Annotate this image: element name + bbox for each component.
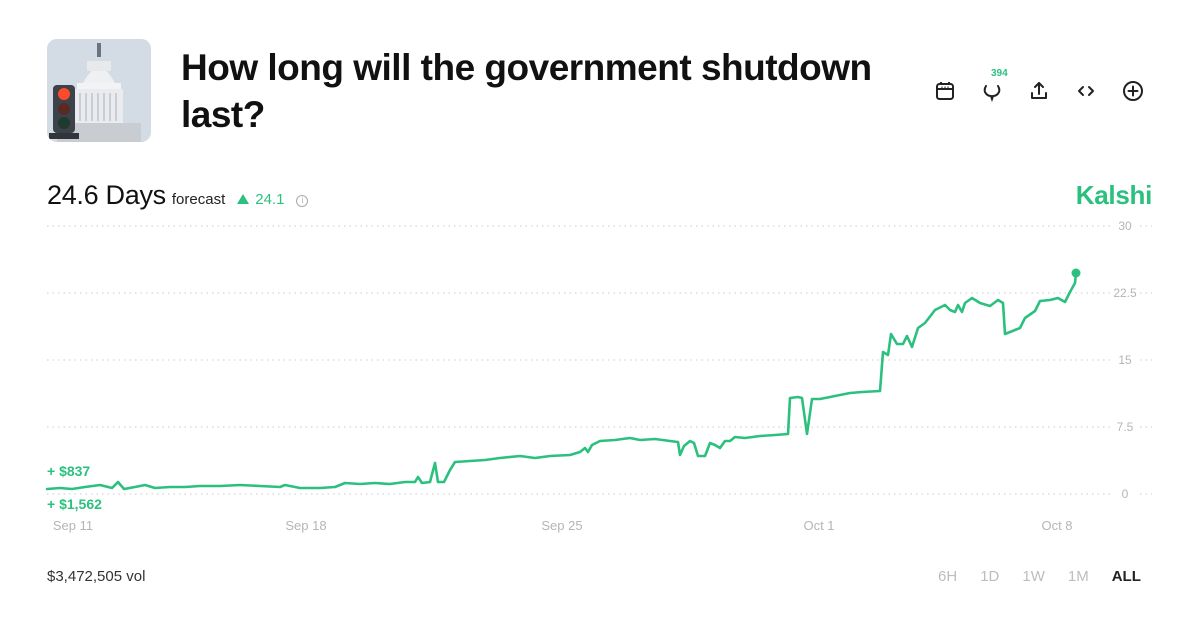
y-tick-label: 15 <box>1118 353 1132 367</box>
y-tick-label: 30 <box>1118 219 1132 233</box>
action-toolbar: 394 <box>930 68 1148 106</box>
comments-button[interactable]: 394 <box>977 68 1008 106</box>
calendar-button[interactable] <box>930 76 960 106</box>
comment-icon <box>983 85 1001 102</box>
volume-label: $3,472,505 vol <box>47 568 146 585</box>
y-tick-label: 0 <box>1122 487 1129 501</box>
embed-button[interactable] <box>1071 76 1101 106</box>
comment-count-badge: 394 <box>991 68 1008 79</box>
calendar-icon <box>936 82 954 100</box>
x-tick-label: Sep 11 <box>53 518 93 533</box>
embed-icon <box>1078 86 1094 96</box>
forecast-value: 24.6 Days <box>47 180 166 210</box>
forecast-delta: 24.1 <box>237 191 284 208</box>
range-1w-button[interactable]: 1W <box>1022 568 1045 585</box>
market-title: How long will the government shutdown la… <box>181 47 872 135</box>
add-icon <box>1123 81 1143 101</box>
up-triangle-icon <box>237 194 250 204</box>
chart-hover-area[interactable] <box>47 220 1107 500</box>
forecast-label: forecast <box>171 191 226 208</box>
share-button[interactable] <box>1024 76 1054 106</box>
x-tick-label: Oct 8 <box>1041 518 1072 533</box>
share-icon <box>1031 82 1047 99</box>
time-range-selector: 6H 1D 1W 1M ALL <box>938 568 1141 585</box>
y-tick-label: 7.5 <box>1117 420 1134 434</box>
x-tick-label: Oct 1 <box>803 518 834 533</box>
y-axis-labels: 30 22.5 15 7.5 0 <box>1113 219 1137 501</box>
capitol-traffic-light-thumbnail-icon <box>47 39 151 142</box>
x-axis-labels: Sep 11 Sep 18 Sep 25 Oct 1 Oct 8 <box>53 518 1073 533</box>
range-6h-button[interactable]: 6H <box>938 568 958 585</box>
y-tick-label: 22.5 <box>1113 286 1137 300</box>
forecast-headline: 24.6 Days forecast 24.1 i <box>47 180 309 211</box>
info-icon[interactable]: i <box>296 194 309 207</box>
brand-logo: Kalshi <box>1075 180 1153 210</box>
range-1m-button[interactable]: 1M <box>1067 568 1089 585</box>
delta-value: 24.1 <box>255 190 285 208</box>
x-tick-label: Sep 18 <box>285 518 326 533</box>
range-all-button[interactable]: ALL <box>1111 568 1141 585</box>
add-button[interactable] <box>1118 76 1148 106</box>
x-tick-label: Sep 25 <box>541 518 582 533</box>
market-thumbnail <box>47 39 151 142</box>
range-1d-button[interactable]: 1D <box>980 568 1000 585</box>
